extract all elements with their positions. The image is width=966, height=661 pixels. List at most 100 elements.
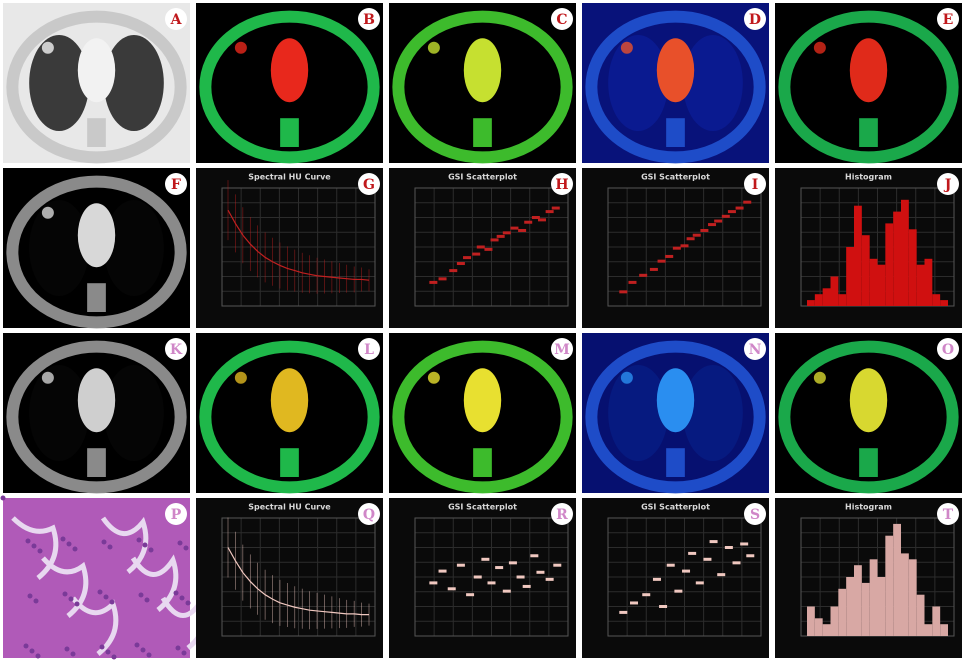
point <box>447 587 456 591</box>
point <box>484 247 493 251</box>
plot-frame <box>607 517 762 637</box>
nucleus <box>109 599 115 605</box>
bar <box>924 624 933 636</box>
nucleus <box>111 654 117 660</box>
mediastinum <box>77 203 116 268</box>
panel-badge <box>551 338 573 360</box>
nucleus <box>25 538 31 544</box>
point <box>522 584 531 588</box>
body-outline <box>6 10 187 164</box>
bar <box>893 523 901 636</box>
lung-left <box>415 365 476 461</box>
point <box>472 252 481 256</box>
nucleus <box>103 594 109 600</box>
point <box>508 561 517 565</box>
nucleus <box>185 600 191 606</box>
nucleus <box>72 546 78 552</box>
body-outline <box>585 340 766 494</box>
point <box>476 245 485 249</box>
spine <box>87 118 106 147</box>
point <box>473 575 482 579</box>
point <box>688 551 697 555</box>
bar <box>838 588 847 636</box>
bar <box>838 294 847 306</box>
panel-badge <box>165 173 187 195</box>
bar <box>908 559 917 636</box>
point <box>727 210 736 214</box>
gland-space <box>100 516 149 574</box>
mediastinum <box>656 368 695 433</box>
point <box>666 563 675 567</box>
bar <box>822 288 831 306</box>
point <box>429 280 438 284</box>
nucleus <box>66 541 72 547</box>
mediastinum <box>270 368 309 433</box>
nucleus <box>62 591 68 597</box>
point <box>703 557 712 561</box>
panel-label: Q <box>363 507 375 523</box>
mediastinum <box>270 38 309 103</box>
bar <box>869 559 878 636</box>
panel-label: A <box>170 12 183 28</box>
chart-title: Histogram <box>845 173 892 182</box>
line <box>227 547 369 616</box>
image-bg <box>3 498 190 658</box>
plot-frame <box>221 517 376 637</box>
nucleus <box>173 590 179 596</box>
nucleus <box>144 597 150 603</box>
bar <box>830 276 839 306</box>
panel-badge <box>358 338 380 360</box>
nucleus <box>179 595 185 601</box>
panel: B <box>196 3 383 164</box>
panel-label: T <box>943 507 954 523</box>
bar <box>940 624 948 636</box>
spine <box>666 448 685 477</box>
chart-title: GSI Scatterplot <box>448 173 517 182</box>
panel: GSI Scatterplot I <box>582 168 769 328</box>
nucleus <box>29 648 35 654</box>
plot-frame <box>414 517 569 637</box>
spine <box>859 118 878 147</box>
point <box>545 577 554 581</box>
point <box>686 237 695 241</box>
lung-left <box>29 35 90 131</box>
spine <box>280 118 299 147</box>
bar <box>877 264 886 306</box>
panel: Spectral HU Curve Q <box>196 498 383 658</box>
panel-badge <box>165 503 187 525</box>
nucleus <box>99 644 105 650</box>
bar <box>893 211 901 306</box>
panel-label: G <box>363 177 375 193</box>
point <box>639 273 648 277</box>
lung-left <box>608 365 669 461</box>
panel: O <box>775 333 962 494</box>
panel-badge <box>937 173 959 195</box>
nucleus <box>97 589 103 595</box>
point <box>709 540 718 544</box>
body-outline <box>778 340 959 494</box>
point <box>502 589 511 593</box>
lung-right <box>296 35 357 131</box>
bar <box>861 582 870 636</box>
bar <box>916 264 925 306</box>
panel-badge <box>744 173 766 195</box>
chart-title: GSI Scatterplot <box>641 173 710 182</box>
bar <box>807 606 815 636</box>
lung-right <box>103 35 164 131</box>
point <box>438 569 447 573</box>
panel: C <box>389 3 576 164</box>
panel-badge <box>358 8 380 30</box>
point <box>619 290 628 294</box>
body-outline <box>778 10 959 164</box>
panel: N <box>582 333 769 494</box>
point <box>456 563 465 567</box>
mediastinum <box>849 368 888 433</box>
bar <box>822 624 831 636</box>
panel-label: L <box>364 342 374 358</box>
chart-bg <box>389 498 576 658</box>
nodule <box>620 371 633 384</box>
panel: GSI Scatterplot S <box>582 498 769 658</box>
panel-badge <box>744 503 766 525</box>
point <box>700 228 709 232</box>
nucleus <box>60 536 66 542</box>
